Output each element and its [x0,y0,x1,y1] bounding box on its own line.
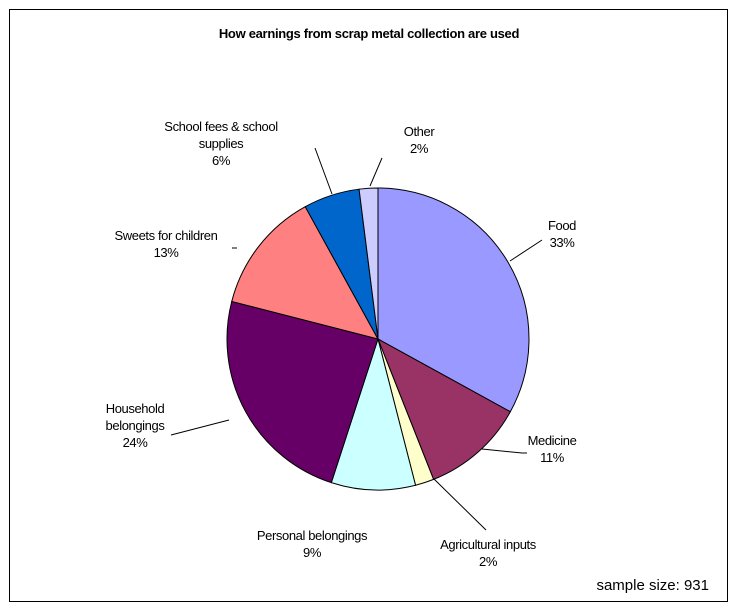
leader-line-6 [314,147,333,195]
chart-title: How earnings from scrap metal collection… [219,26,520,41]
slice-category-label-4: belongings [106,418,166,433]
slice-category-label-4: Household [106,401,165,416]
slice-category-label-1: Medicine [528,433,577,448]
slice-value-label-1: 11% [540,450,565,465]
sample-size-note: sample size: 931 [596,577,709,594]
slice-value-label-4: 24% [123,435,149,450]
leader-line-0 [509,239,543,262]
leader-lines [170,147,543,531]
slice-value-label-7: 2% [410,141,429,156]
slice-value-label-0: 33% [550,235,576,250]
pie-slice-4 [226,300,379,484]
slice-category-label-6: School fees & school [164,119,278,134]
slice-category-label-0: Food [548,218,576,233]
leader-line-7 [369,157,383,187]
slice-category-label-5: Sweets for children [115,228,218,243]
slice-value-label-6: 6% [212,153,231,168]
slice-category-label-6: supplies [199,136,244,151]
slice-category-label-2: Agricultural inputs [440,537,537,552]
slice-category-label-7: Other [404,124,436,139]
pie-slices [226,187,530,491]
pie-slice-7 [358,187,379,340]
slice-labels: Food 33% Medicine 11% Agricultural inputs 2% P… [106,119,577,569]
pie-slice-3 [330,337,417,491]
leader-line-1 [481,448,527,454]
pie-slice-0 [377,187,530,413]
pie-slice-1 [377,337,511,481]
slice-category-label-3: Personal belongings [257,528,368,543]
leader-line-4 [170,419,230,436]
leader-line-2 [433,478,487,531]
slice-value-label-5: 13% [154,245,180,260]
pie-slice-5 [231,206,379,340]
slice-value-label-2: 2% [479,554,498,569]
slice-value-label-3: 9% [303,545,322,560]
